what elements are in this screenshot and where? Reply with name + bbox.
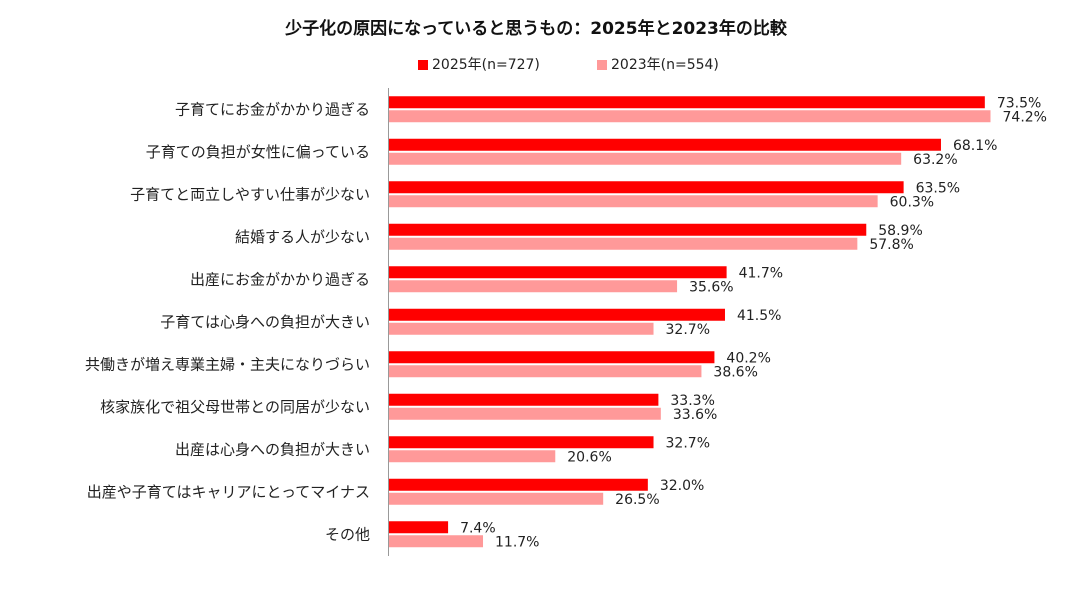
data-label-2023: 26.5% bbox=[615, 492, 659, 508]
category-label: 出産は心身への負担が大きい bbox=[175, 440, 370, 458]
bar-2025 bbox=[388, 436, 654, 449]
data-label-2025: 40.2% bbox=[726, 350, 770, 366]
bar-2025 bbox=[388, 138, 941, 151]
data-label-2023: 74.2% bbox=[1003, 109, 1047, 125]
bar-2023 bbox=[388, 322, 654, 335]
data-label-2025: 63.5% bbox=[916, 180, 960, 196]
data-label-2023: 57.8% bbox=[869, 237, 913, 253]
category-label: 核家族化で祖父母世帯との同居が少ない bbox=[100, 398, 370, 416]
data-label-2025: 32.7% bbox=[666, 435, 710, 451]
data-label-2023: 33.6% bbox=[673, 407, 717, 423]
chart-title: 少子化の原因になっていると思うもの：2025年と2023年の比較 bbox=[285, 19, 787, 39]
legend-label-2023: 2023年(n=554) bbox=[611, 57, 719, 73]
bar-2023 bbox=[388, 237, 858, 250]
category-label: その他 bbox=[325, 525, 370, 543]
category-label: 結婚する人が少ない bbox=[235, 228, 370, 246]
data-label-2025: 33.3% bbox=[670, 393, 714, 409]
bar-2023 bbox=[388, 280, 678, 293]
legend-label-2025: 2025年(n=727) bbox=[432, 57, 540, 73]
data-label-2023: 11.7% bbox=[495, 534, 539, 550]
data-label-2023: 60.3% bbox=[890, 194, 934, 210]
bar-2023 bbox=[388, 195, 878, 208]
bar-2023 bbox=[388, 535, 484, 548]
bar-2025 bbox=[388, 266, 727, 279]
data-label-2023: 35.6% bbox=[689, 279, 733, 295]
category-label: 共働きが増え専業主婦・主夫になりづらい bbox=[85, 355, 370, 373]
bar-2025 bbox=[388, 478, 648, 491]
data-label-2025: 73.5% bbox=[997, 95, 1041, 111]
legend-item-2023: 2023年(n=554) bbox=[597, 54, 719, 74]
data-label-2025: 32.0% bbox=[660, 478, 704, 494]
legend-item-2025: 2025年(n=727) bbox=[418, 54, 540, 74]
bar-2023 bbox=[388, 407, 661, 420]
category-label: 子育ての負担が女性に偏っている bbox=[146, 143, 370, 161]
bar-2023 bbox=[388, 110, 991, 123]
bar-2025 bbox=[388, 308, 725, 321]
legend-swatch-2025 bbox=[418, 60, 428, 70]
data-label-2025: 58.9% bbox=[878, 223, 922, 239]
bar-2025 bbox=[388, 521, 449, 534]
bar-2023 bbox=[388, 365, 702, 378]
bar-2023 bbox=[388, 450, 556, 463]
data-label-2023: 20.6% bbox=[567, 449, 611, 465]
bar-2025 bbox=[388, 181, 904, 194]
bar-2023 bbox=[388, 152, 902, 165]
bar-2023 bbox=[388, 492, 604, 505]
data-label-2023: 32.7% bbox=[666, 322, 710, 338]
data-label-2025: 41.7% bbox=[739, 265, 783, 281]
category-label: 子育てにお金がかかり過ぎる bbox=[175, 100, 370, 118]
category-label: 子育てと両立しやすい仕事が少ない bbox=[130, 185, 370, 203]
legend-swatch-2023 bbox=[597, 60, 607, 70]
data-label-2023: 38.6% bbox=[713, 364, 757, 380]
legend: 2025年(n=727) 2023年(n=554) bbox=[0, 54, 1072, 74]
category-label: 子育ては心身への負担が大きい bbox=[160, 313, 370, 331]
bar-2025 bbox=[388, 393, 659, 406]
data-label-2025: 41.5% bbox=[737, 308, 781, 324]
category-label: 出産や子育てはキャリアにとってマイナス bbox=[87, 483, 370, 501]
category-label: 出産にお金がかかり過ぎる bbox=[190, 270, 370, 288]
bar-2025 bbox=[388, 351, 715, 364]
data-label-2025: 68.1% bbox=[953, 138, 997, 154]
data-label-2023: 63.2% bbox=[913, 152, 957, 168]
bar-2025 bbox=[388, 96, 985, 109]
bar-2025 bbox=[388, 223, 867, 236]
data-label-2025: 7.4% bbox=[460, 520, 496, 536]
